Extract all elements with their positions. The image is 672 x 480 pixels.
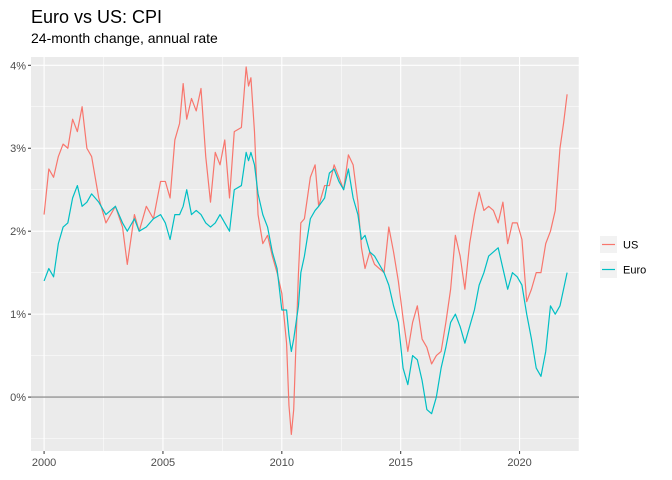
y-tick-label: 2% — [10, 226, 26, 238]
x-tick-label: 2020 — [507, 457, 531, 469]
series-layer — [43, 66, 568, 436]
legend-label-euro: Euro — [623, 265, 646, 277]
y-tick-label: 3% — [10, 143, 26, 155]
y-axis: 0% 1% 2% 3% 4% — [10, 60, 31, 404]
y-tick-label: 4% — [10, 60, 26, 72]
y-tick-label: 1% — [10, 309, 26, 321]
y-tick-label: 0% — [10, 392, 26, 404]
legend-label-us: US — [623, 240, 638, 252]
x-tick-label: 2010 — [270, 457, 294, 469]
chart-title: Euro vs US: CPI — [31, 7, 162, 27]
legend: US Euro — [600, 236, 646, 278]
minor-gridlines — [31, 57, 580, 451]
chart-subtitle: 24-month change, annual rate — [31, 30, 218, 46]
x-axis: 2000 2005 2010 2015 2020 — [32, 451, 532, 469]
series-line-euro — [43, 151, 568, 415]
series-line-us — [43, 66, 568, 436]
x-tick-label: 2005 — [151, 457, 175, 469]
x-tick-label: 2015 — [388, 457, 412, 469]
x-tick-label: 2000 — [32, 457, 56, 469]
